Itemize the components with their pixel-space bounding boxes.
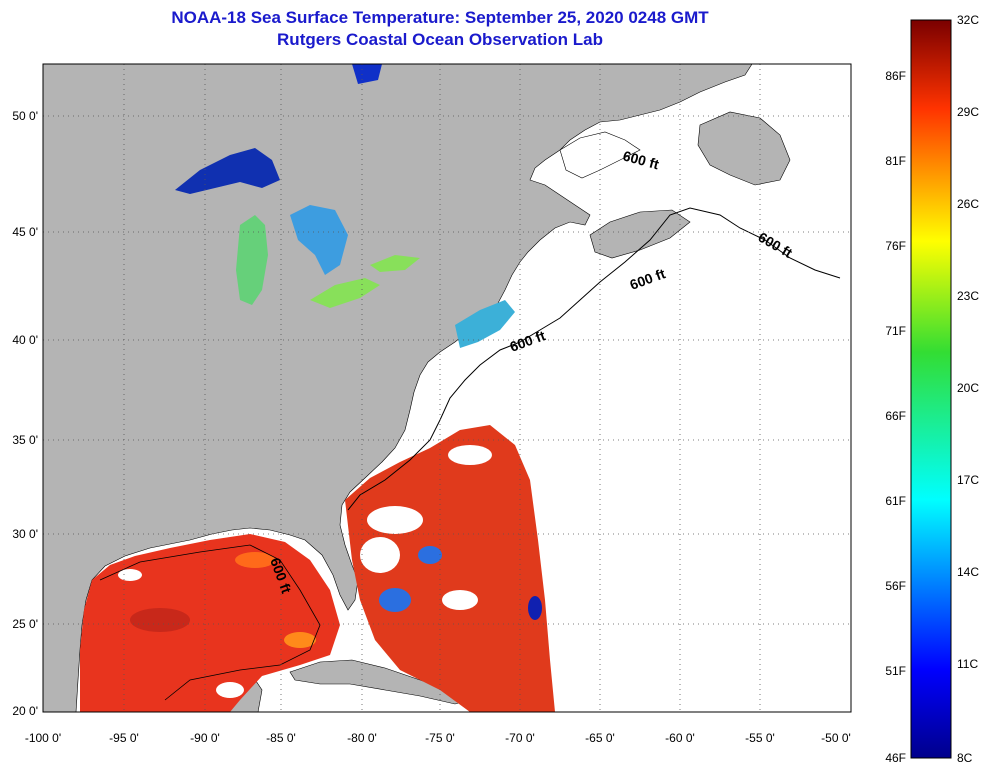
colorbar-c-label: 29C <box>957 105 979 119</box>
newfoundland <box>697 111 791 186</box>
colorbar-f-label: 81F <box>885 154 906 168</box>
colorbar-c-label: 23C <box>957 289 979 303</box>
lon-tick-label: -95 0' <box>109 731 139 745</box>
colorbar-f-label: 56F <box>885 579 906 593</box>
lon-tick-label: -100 0' <box>25 731 61 745</box>
colorbar-f-label: 51F <box>885 664 906 678</box>
colorbar <box>910 19 952 759</box>
shelf-cool-sst <box>455 300 515 348</box>
isobath-600ft <box>347 207 841 511</box>
colorbar-fahrenheit-labels: 86F 81F 76F 71F 66F 61F 56F 51F 46F <box>885 69 906 765</box>
lon-tick-label: -70 0' <box>505 731 535 745</box>
colorbar-c-label: 8C <box>957 751 973 765</box>
atlantic-warm-sst <box>345 425 555 712</box>
cloud-patches <box>118 445 542 698</box>
lat-tick-label: 30 0' <box>12 527 38 541</box>
lon-tick-label: -80 0' <box>347 731 377 745</box>
lon-tick-label: -90 0' <box>190 731 220 745</box>
plot-frame <box>42 63 852 713</box>
lat-tick-label: 25 0' <box>12 617 38 631</box>
lat-tick-label: 40 0' <box>12 333 38 347</box>
colorbar-c-label: 20C <box>957 381 979 395</box>
lat-tick-label: 20 0' <box>12 704 38 718</box>
colorbar-f-label: 61F <box>885 494 906 508</box>
lon-tick-label: -50 0' <box>821 731 851 745</box>
gridlines <box>43 64 851 712</box>
colorbar-c-label: 11C <box>957 657 978 671</box>
map-subtitle: Rutgers Coastal Ocean Observation Lab <box>277 30 603 49</box>
gulf-warm-sst <box>80 534 340 712</box>
colorbar-c-label: 32C <box>957 13 979 27</box>
lon-ticks: -100 0' -95 0' -90 0' -85 0' -80 0' -75 … <box>25 731 851 745</box>
lon-tick-label: -65 0' <box>585 731 615 745</box>
lat-tick-label: 45 0' <box>12 225 38 239</box>
lon-tick-label: -85 0' <box>266 731 296 745</box>
lat-tick-label: 35 0' <box>12 433 38 447</box>
lake-nipigon <box>352 64 382 84</box>
lat-tick-label: 50 0' <box>12 109 38 123</box>
colorbar-c-label: 26C <box>957 197 979 211</box>
lon-tick-label: -75 0' <box>425 731 455 745</box>
isobath-gulf <box>99 544 321 701</box>
lat-ticks: 50 0' 45 0' 40 0' 35 0' 30 0' 25 0' 20 0… <box>12 109 38 718</box>
colorbar-celsius-labels: 32C 29C 26C 23C 20C 17C 14C 11C 8C <box>957 13 979 765</box>
map-title: NOAA-18 Sea Surface Temperature: Septemb… <box>171 8 709 27</box>
colorbar-f-label: 76F <box>885 239 906 253</box>
lon-tick-label: -60 0' <box>665 731 695 745</box>
colorbar-f-label: 71F <box>885 324 906 338</box>
great-lakes <box>175 148 420 308</box>
colorbar-f-label: 46F <box>885 751 906 765</box>
lon-tick-label: -55 0' <box>745 731 775 745</box>
colorbar-f-label: 66F <box>885 409 906 423</box>
colorbar-f-label: 86F <box>885 69 906 83</box>
colorbar-c-label: 14C <box>957 565 979 579</box>
colorbar-c-label: 17C <box>957 473 979 487</box>
land-mass <box>43 64 753 712</box>
